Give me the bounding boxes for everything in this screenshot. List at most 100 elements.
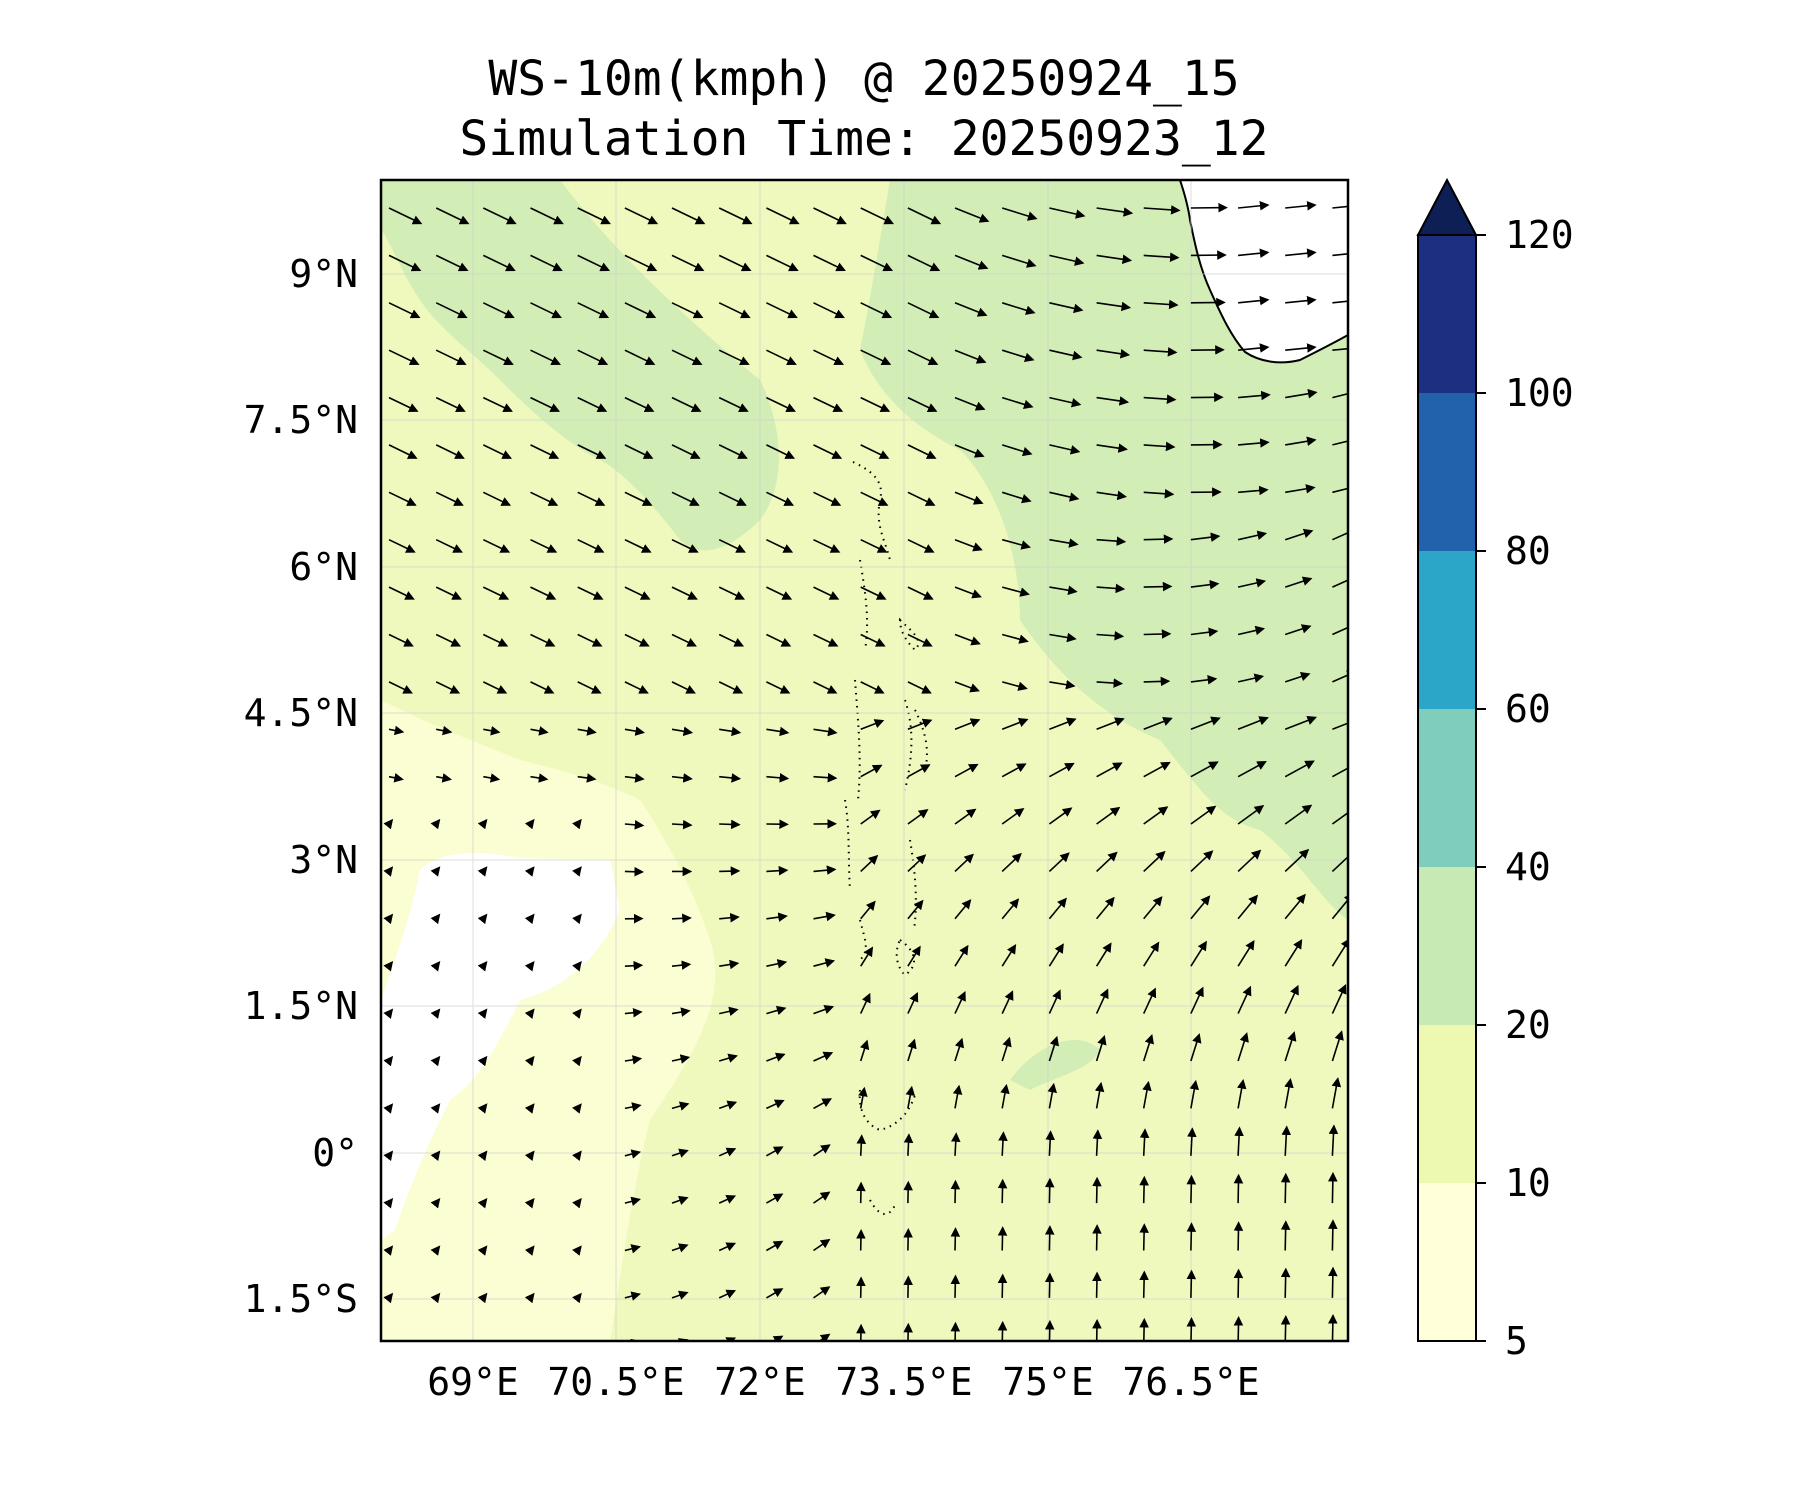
wind-arrow [907, 207, 942, 225]
wind-arrow [1332, 622, 1348, 636]
x-tick-label: 76.5°E [1122, 1360, 1259, 1404]
wind-arrow [907, 718, 933, 731]
wind-arrow [530, 681, 555, 694]
wind-arrow [907, 764, 931, 778]
wind-arrow [1331, 984, 1347, 1014]
wind-arrow [482, 302, 515, 319]
wind-arrow [1096, 583, 1126, 594]
wind-arrow [907, 396, 938, 412]
wind-arrow [388, 207, 423, 225]
wind-arrow [1284, 671, 1311, 683]
wind-arrow [950, 1321, 961, 1341]
wind-arrow [1143, 299, 1179, 310]
wind-arrow [624, 1291, 641, 1301]
wind-arrow [524, 866, 535, 877]
wind-arrow [1284, 624, 1312, 636]
wind-arrow [766, 1052, 786, 1062]
wind-arrow [671, 681, 696, 694]
wind-arrow [954, 349, 987, 364]
wind-arrow [766, 865, 789, 876]
wind-arrow [860, 633, 886, 647]
wind-arrow [860, 302, 893, 319]
wind-arrow [624, 491, 653, 506]
wind-arrow [1190, 940, 1207, 967]
wind-arrow [1049, 349, 1083, 361]
wind-arrow [954, 633, 981, 646]
wind-arrow [1095, 896, 1115, 920]
wind-arrow [388, 586, 415, 600]
wind-arrow [1001, 207, 1038, 221]
wind-arrow [477, 1055, 488, 1067]
wind-arrow [1143, 441, 1176, 452]
wind-arrow [430, 1245, 441, 1256]
wind-arrow [1331, 938, 1348, 967]
wind-arrow [860, 349, 892, 366]
wind-arrow [477, 818, 488, 830]
wind-arrow [905, 1085, 916, 1109]
wind-arrow [383, 1245, 394, 1256]
wind-arrow [435, 444, 465, 459]
wind-arrow [1281, 1125, 1292, 1156]
wind-arrow [1332, 670, 1348, 683]
wind-arrow [1000, 1083, 1010, 1109]
wind-arrow [430, 818, 441, 830]
wind-arrow [1284, 576, 1313, 588]
wind-arrow [1139, 1128, 1150, 1156]
wind-arrow [1285, 248, 1317, 258]
wind-arrow [813, 254, 846, 272]
wind-arrow [572, 866, 582, 877]
wind-arrow [671, 819, 693, 830]
wind-arrow [1332, 487, 1348, 494]
wind-arrow [1280, 1220, 1291, 1251]
wind-arrow [1190, 532, 1221, 542]
wind-arrow [671, 349, 703, 366]
wind-arrow [577, 207, 611, 225]
wind-arrow [766, 1240, 784, 1252]
wind-arrow [954, 538, 983, 552]
wind-arrow [1044, 1272, 1055, 1298]
wind-arrow [1048, 807, 1073, 825]
wind-arrow [430, 1103, 441, 1114]
wind-arrow [1190, 986, 1204, 1014]
wind-arrow [383, 866, 394, 877]
y-tick-label: 0° [312, 1131, 358, 1175]
wind-arrow [572, 1150, 582, 1162]
wind-arrow [1049, 632, 1077, 643]
wind-arrow [430, 866, 441, 877]
wind-arrow [524, 913, 535, 925]
wind-arrow [624, 1244, 641, 1254]
wind-arrow [482, 586, 510, 600]
wind-arrow [572, 1008, 582, 1019]
wind-arrow [435, 302, 468, 319]
wind-arrow [766, 349, 797, 366]
wind-arrow [1238, 201, 1270, 211]
wind-arrow [1143, 205, 1181, 215]
wind-arrow [766, 1146, 784, 1157]
colorbar-segment [1418, 867, 1476, 1025]
wind-arrow [954, 444, 985, 458]
colorbar: 5 10 20 40 60 80 100 120 [1416, 177, 1574, 1363]
wind-arrow [577, 633, 603, 647]
wind-arrow [577, 349, 609, 366]
wind-arrow [718, 349, 750, 366]
wind-arrow [1237, 849, 1262, 872]
wind-arrow [624, 960, 644, 971]
wind-arrow [482, 444, 512, 459]
wind-arrow [671, 254, 705, 272]
wind-arrow [1096, 490, 1127, 501]
wind-arrow [1285, 484, 1316, 494]
wind-arrow [954, 302, 988, 317]
wind-arrow [718, 491, 747, 506]
wind-arrow [388, 302, 421, 319]
wind-arrow [860, 809, 881, 825]
wind-arrow [1284, 1078, 1294, 1109]
wind-arrow [482, 207, 517, 225]
wind-arrow [1096, 443, 1128, 453]
wind-arrow [1189, 1079, 1200, 1109]
wind-arrow [1096, 762, 1123, 778]
wind-arrow [718, 633, 745, 647]
wind-arrow [1143, 394, 1177, 404]
wind-arrow [718, 254, 752, 272]
wind-arrow [954, 899, 972, 920]
wind-arrow [718, 538, 746, 553]
